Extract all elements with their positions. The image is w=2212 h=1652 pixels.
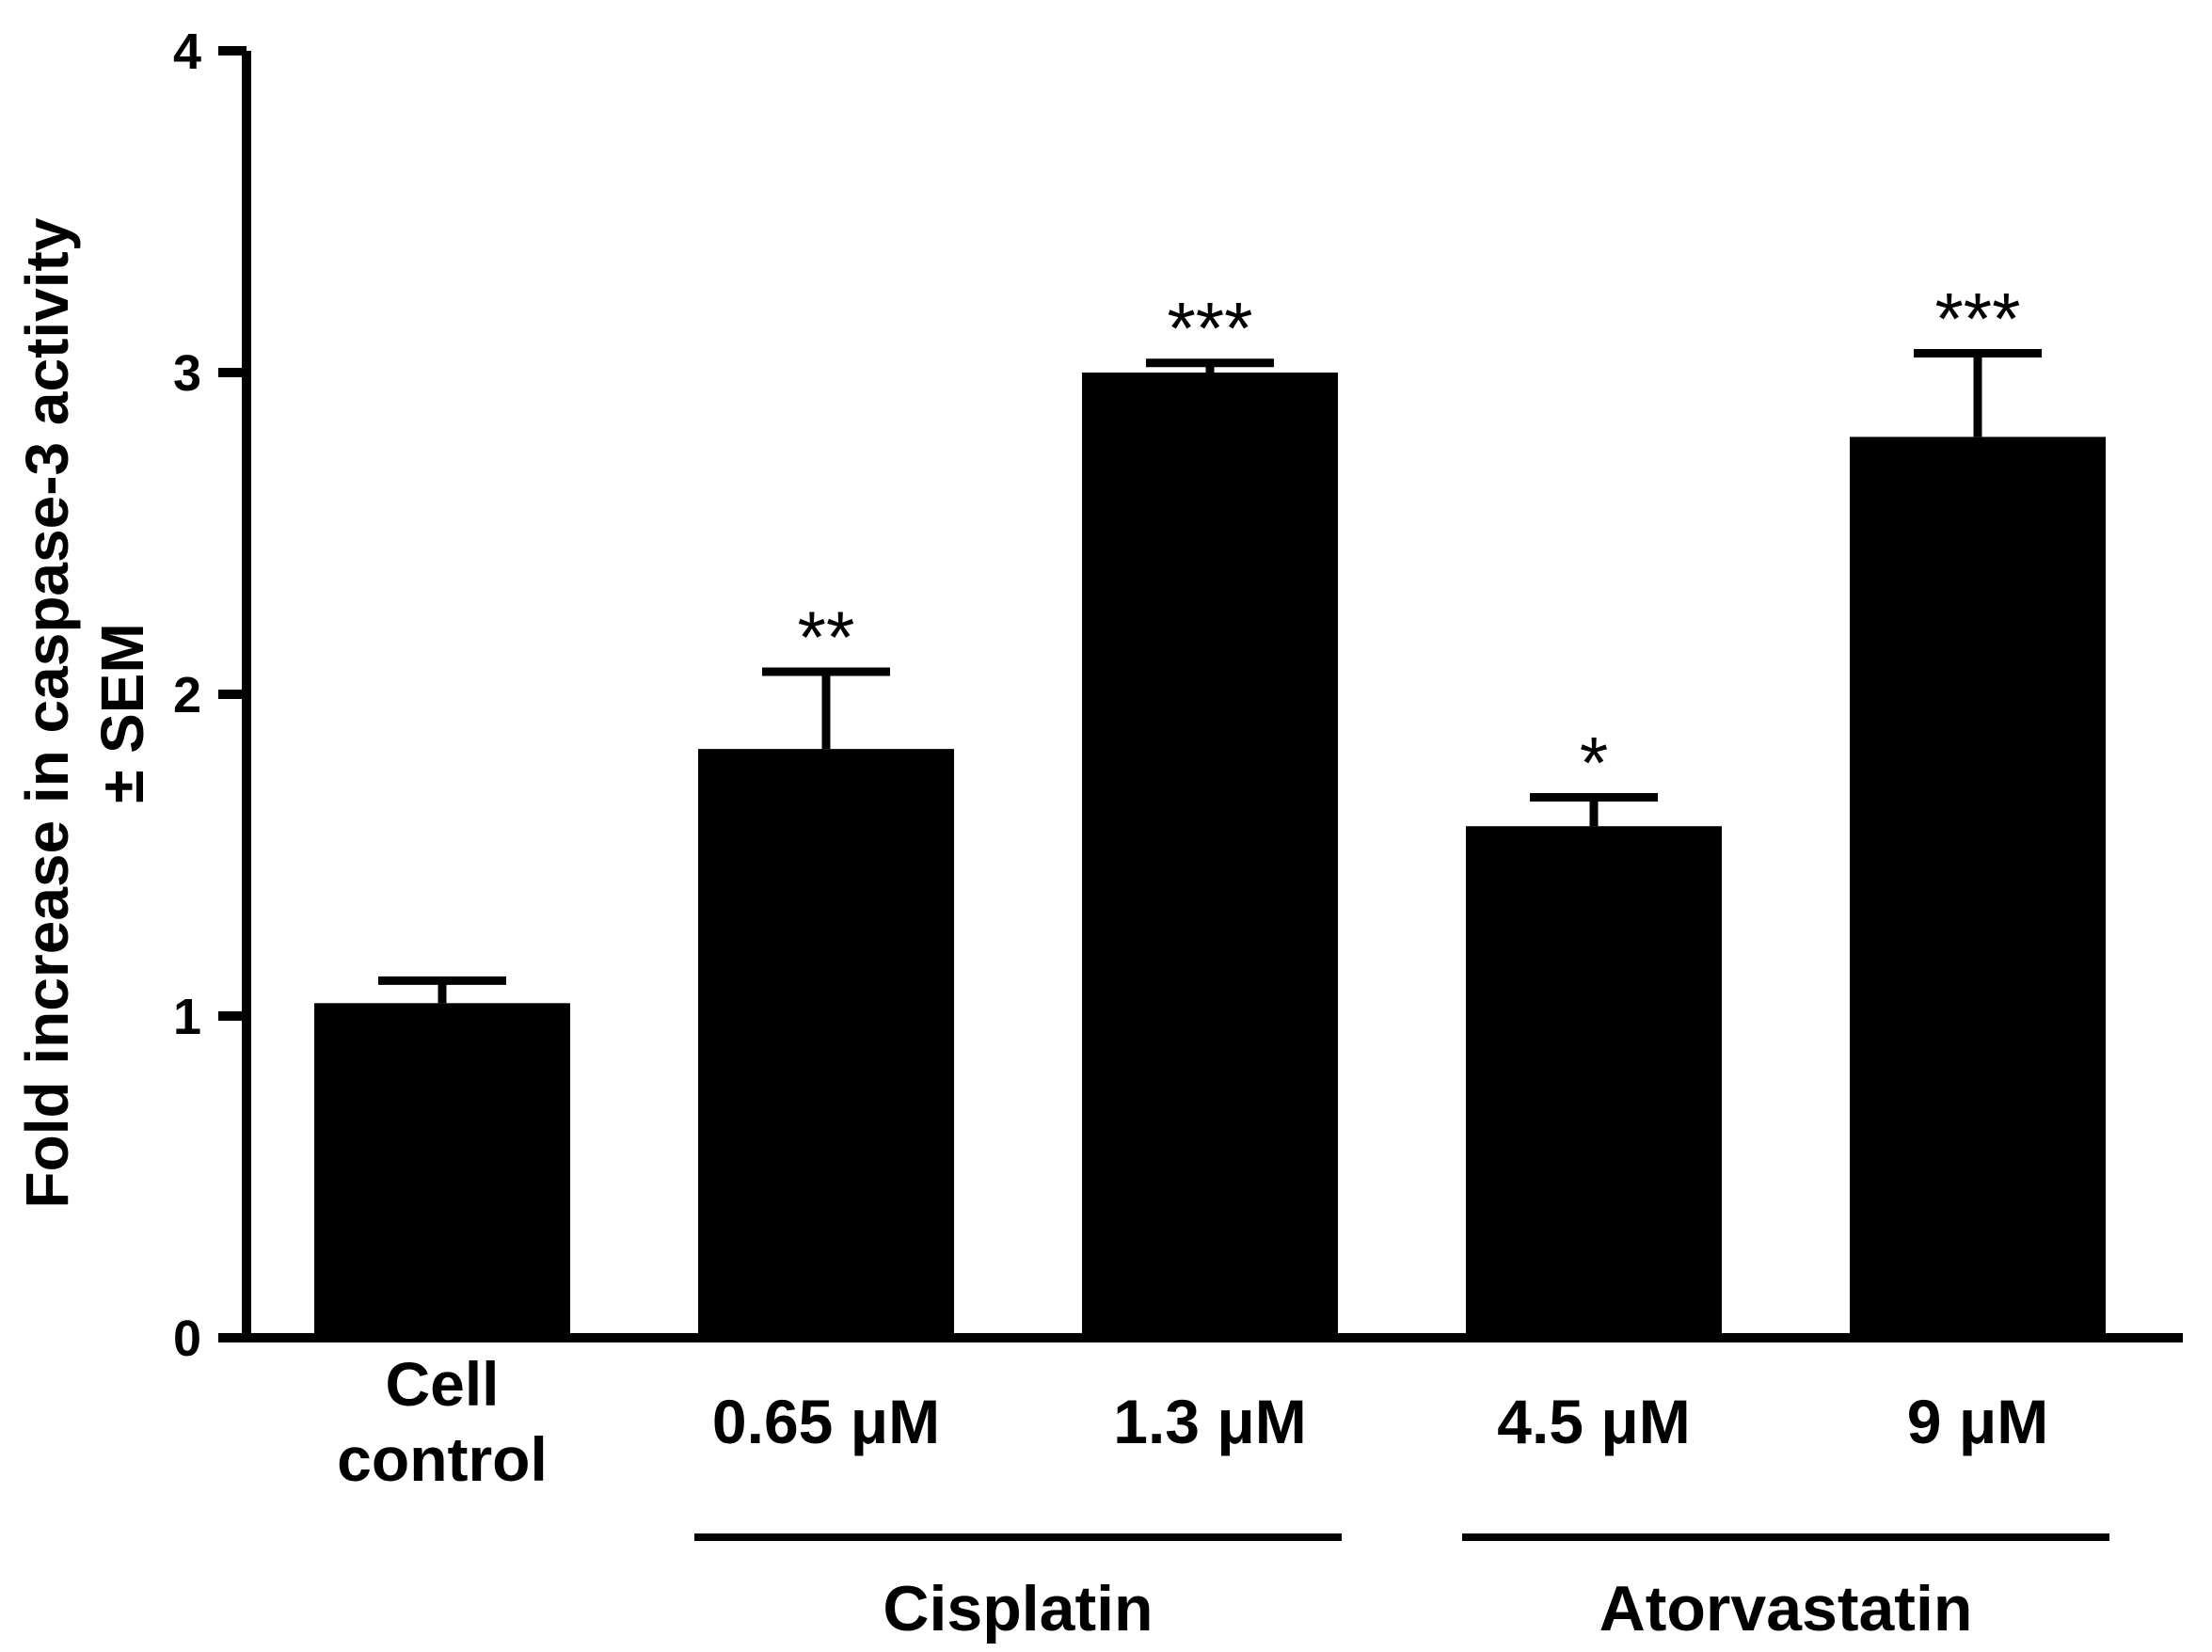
- significance-mark-3: *: [1580, 721, 1608, 803]
- significance-layer: *********: [798, 277, 2021, 803]
- significance-mark-1: **: [798, 596, 855, 678]
- bar-1: [698, 749, 954, 1338]
- group-label-0: Cisplatin: [883, 1573, 1153, 1644]
- significance-mark-4: ***: [1934, 277, 2020, 359]
- bar-2: [1082, 373, 1338, 1338]
- bar-3: [1466, 826, 1722, 1338]
- category-label-3: 4.5 μM: [1497, 1387, 1690, 1456]
- category-label-1: 0.65 μM: [712, 1387, 940, 1456]
- category-label-4: 9 μM: [1907, 1387, 2048, 1456]
- y-tick-label-1: 1: [173, 989, 201, 1045]
- y-tick-label-2: 2: [173, 667, 201, 723]
- significance-mark-2: ***: [1167, 287, 1252, 370]
- y-axis-label-line-0: Fold increase in caspase-3 activity: [13, 217, 81, 1208]
- bar-0: [314, 1003, 570, 1338]
- category-label-2: 1.3 μM: [1113, 1387, 1306, 1456]
- category-label-0-line-0: Cell: [385, 1349, 499, 1419]
- bar-4: [1850, 437, 2106, 1338]
- y-tick-label-0: 0: [173, 1310, 201, 1367]
- group-label-1: Atorvastatin: [1599, 1573, 1973, 1644]
- y-tick-label-3: 3: [173, 345, 201, 402]
- category-label-0-line-1: control: [337, 1424, 548, 1494]
- bars-layer: [314, 373, 2106, 1338]
- error-bars-layer: [378, 348, 2042, 1004]
- axes-layer: [218, 46, 2183, 1541]
- y-axis-label-line-1: ± SEM: [88, 623, 156, 803]
- y-tick-label-4: 4: [173, 24, 201, 80]
